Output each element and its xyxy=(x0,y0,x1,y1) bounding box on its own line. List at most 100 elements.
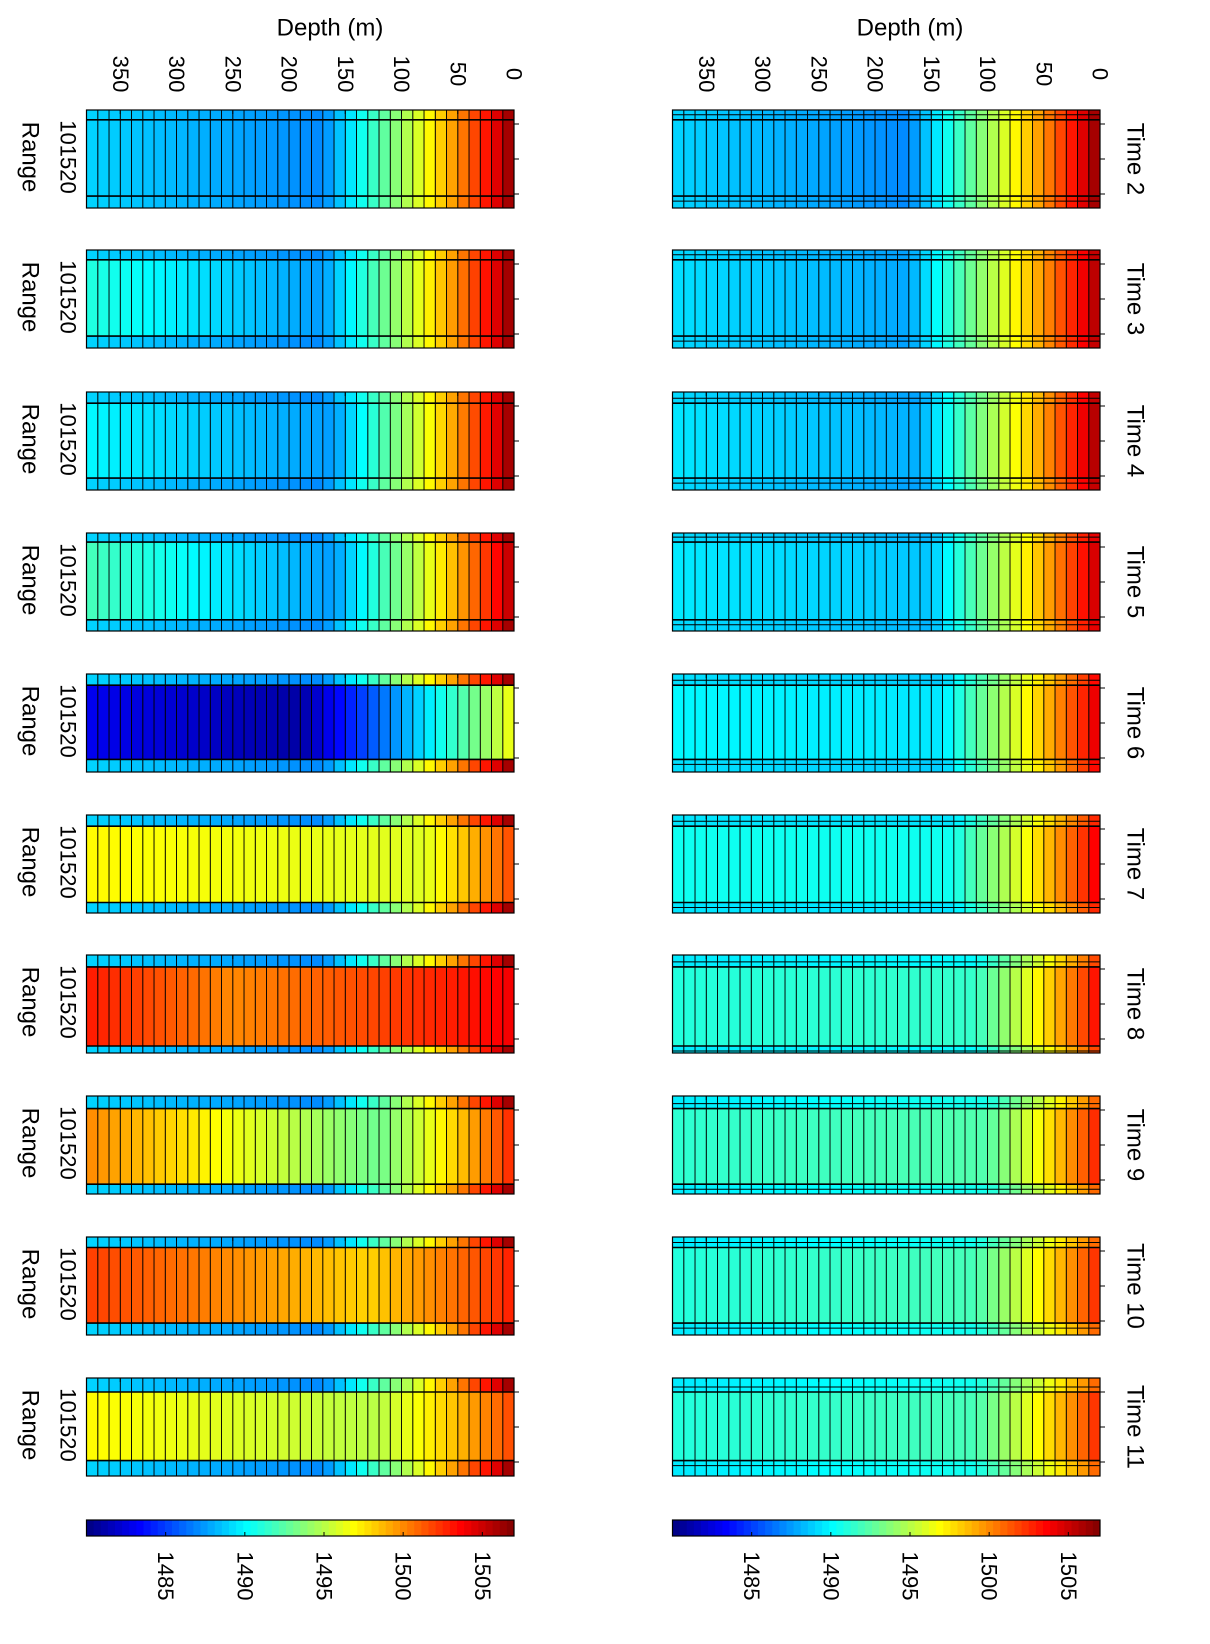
colorbar-segment xyxy=(1007,1520,1016,1536)
contour-cell xyxy=(852,966,865,1047)
contour-cell xyxy=(1020,758,1033,773)
contour-cell xyxy=(446,954,459,968)
contour-cell xyxy=(1054,1391,1067,1462)
contour-cell xyxy=(897,825,910,903)
contour-cell xyxy=(683,1108,696,1185)
contour-cell xyxy=(818,402,831,479)
contour-cell xyxy=(728,1095,741,1110)
contour-cell xyxy=(108,1322,121,1336)
contour-cell xyxy=(277,1045,290,1054)
contour-cell xyxy=(1077,966,1090,1047)
contour-cell xyxy=(119,259,132,337)
contour-cell xyxy=(1043,1095,1056,1110)
contour-cell xyxy=(457,758,470,773)
contour-cell xyxy=(367,673,380,686)
contour-cell xyxy=(885,195,898,209)
contour-cell xyxy=(773,1377,786,1393)
contour-cell xyxy=(829,954,842,968)
contour-cell xyxy=(897,1377,910,1393)
colorbar-segment xyxy=(993,1520,1001,1536)
contour-cell xyxy=(367,119,380,197)
colorbar-segment xyxy=(457,1520,465,1536)
contour-cell xyxy=(333,954,346,968)
contour-cell xyxy=(795,195,808,209)
contour-cell xyxy=(434,1377,447,1393)
contour-cell xyxy=(795,1108,808,1185)
contour-cell xyxy=(108,1108,121,1185)
contour-cell xyxy=(502,1247,515,1324)
contour-cell xyxy=(401,119,414,197)
contour-cell xyxy=(198,758,211,773)
colorbar-segment xyxy=(879,1520,887,1536)
contour-cell xyxy=(446,619,459,632)
contour-cell xyxy=(829,673,842,686)
contour-cell xyxy=(176,335,189,349)
contour-cell xyxy=(728,402,741,479)
contour-cell xyxy=(119,825,132,903)
contour-cell xyxy=(975,1377,988,1393)
contour-cell xyxy=(919,259,932,337)
contour-cell xyxy=(322,195,335,209)
contour-cell xyxy=(108,391,121,404)
contour-cell xyxy=(266,1377,279,1393)
contour-cell xyxy=(277,541,290,621)
contour-cell xyxy=(1043,1108,1056,1185)
contour-cell xyxy=(243,684,256,760)
contour-cell xyxy=(908,391,921,404)
contour-cell xyxy=(908,814,921,827)
contour-cell xyxy=(717,619,730,632)
contour-cell xyxy=(919,966,932,1047)
contour-cell xyxy=(975,673,988,686)
contour-cell xyxy=(164,902,177,914)
contour-cell xyxy=(818,391,831,404)
contour-cell xyxy=(975,391,988,404)
contour-cell xyxy=(874,195,887,209)
contour-cell xyxy=(344,673,357,686)
contour-cell xyxy=(277,814,290,827)
contour-cell xyxy=(1032,541,1045,621)
contour-cell xyxy=(344,1108,357,1185)
range-axis-label: Range xyxy=(17,122,44,193)
contour-cell xyxy=(221,402,234,479)
contour-cell xyxy=(863,402,876,479)
contour-cell xyxy=(344,1247,357,1324)
contour-cell xyxy=(367,1095,380,1110)
contour-cell xyxy=(705,814,718,827)
contour-cell xyxy=(1088,954,1101,968)
contour-cell xyxy=(840,195,853,209)
contour-cell xyxy=(344,758,357,773)
contour-cell xyxy=(1088,477,1101,491)
contour-cell xyxy=(198,684,211,760)
contour-cell xyxy=(694,119,707,197)
contour-cell xyxy=(919,402,932,479)
contour-cell xyxy=(198,1460,211,1477)
contour-cell xyxy=(187,1247,200,1324)
contour-cell xyxy=(97,119,110,197)
contour-cell xyxy=(457,1460,470,1477)
contour-cell xyxy=(209,1460,222,1477)
depth-tick-label: 0 xyxy=(1088,68,1113,80)
contour-cell xyxy=(176,1236,189,1248)
colorbar-segment xyxy=(164,1520,173,1536)
contour-cell xyxy=(1020,402,1033,479)
contour-cell xyxy=(863,758,876,773)
contour-cell xyxy=(434,477,447,491)
contour-cell xyxy=(491,902,504,914)
contour-cell xyxy=(367,335,380,349)
contour-cell xyxy=(299,825,312,903)
contour-cell xyxy=(378,1247,391,1324)
contour-cell xyxy=(717,1460,730,1477)
contour-cell xyxy=(750,335,763,349)
contour-cell xyxy=(142,1391,155,1462)
contour-cell xyxy=(119,335,132,349)
colorbar-segment xyxy=(893,1520,902,1536)
contour-cell xyxy=(176,119,189,197)
contour-cell xyxy=(750,259,763,337)
contour-cell xyxy=(987,1377,1000,1393)
contour-cell xyxy=(1054,195,1067,209)
contour-cell xyxy=(975,541,988,621)
contour-cell xyxy=(762,673,775,686)
contour-cell xyxy=(1043,259,1056,337)
